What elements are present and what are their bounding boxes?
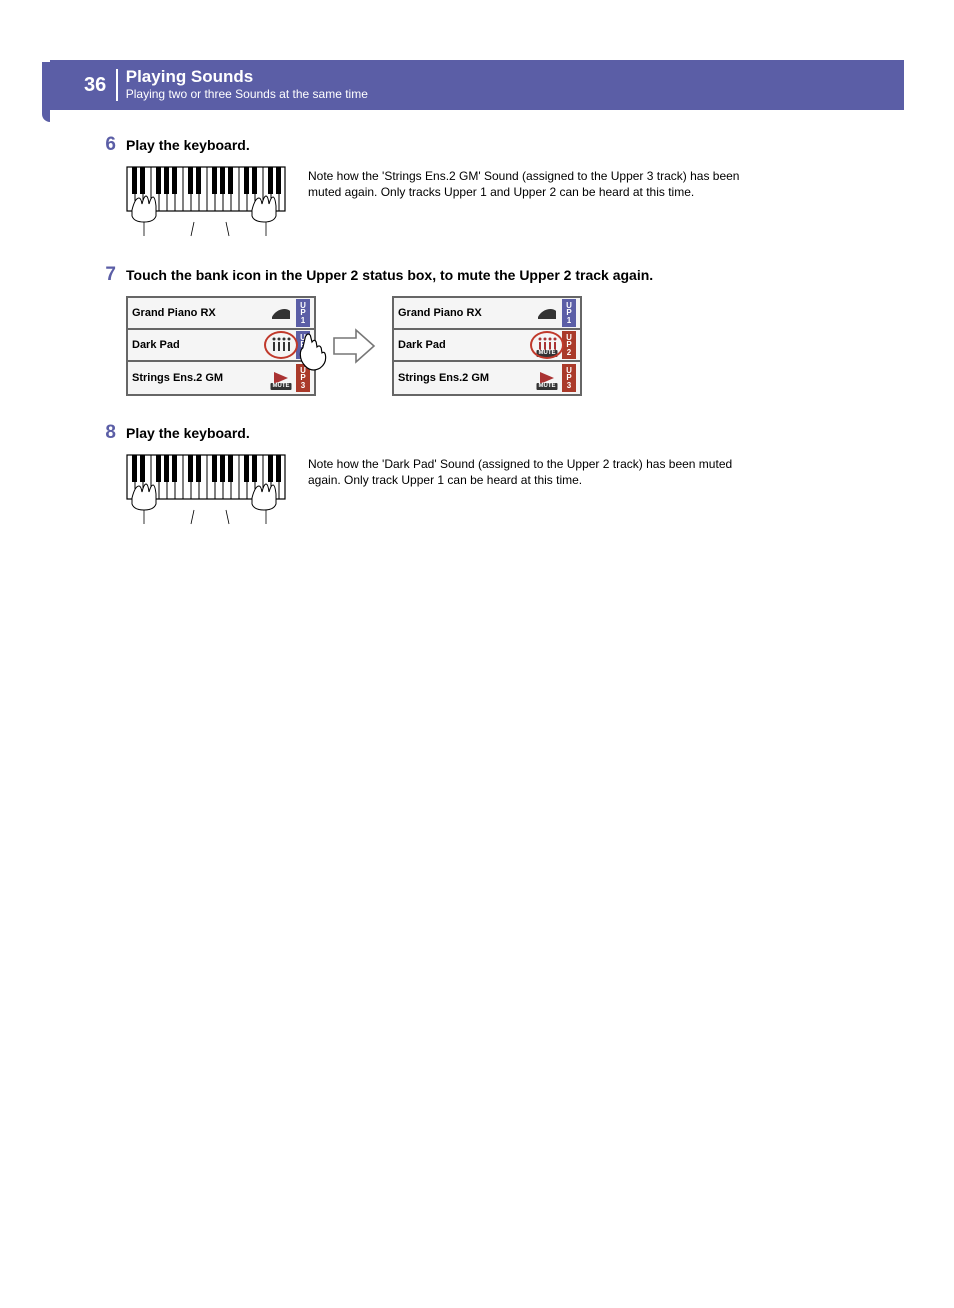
sliders-icon	[268, 334, 294, 356]
step-8: 8 Play the keyboard.	[86, 422, 894, 526]
step-title-6: Play the keyboard.	[126, 137, 250, 153]
status-row-upper3-before[interactable]: Strings Ens.2 GM MUTE UP3	[128, 362, 314, 394]
page-number: 36	[84, 74, 106, 97]
upper-flag: UP2	[562, 331, 576, 359]
status-panel-after: Grand Piano RX UP1 Dark Pad MUTE	[392, 296, 582, 396]
step-6-note: Note how the 'Strings Ens.2 GM' Sound (a…	[308, 168, 768, 200]
step-number-7: 7	[86, 264, 116, 286]
status-row-upper2-before[interactable]: Dark Pad UP2	[128, 330, 314, 362]
header-corner-tab	[42, 62, 50, 122]
mute-badge: MUTE	[537, 383, 558, 390]
status-row-upper2-after[interactable]: Dark Pad MUTE UP2	[394, 330, 580, 362]
step-7: 7 Touch the bank icon in the Upper 2 sta…	[86, 264, 894, 396]
strings-icon: MUTE	[268, 367, 294, 389]
upper-flag: UP3	[562, 364, 576, 392]
piano-icon	[534, 302, 560, 324]
step-title-8: Play the keyboard.	[126, 425, 250, 441]
page-header: 36 Playing Sounds Playing two or three S…	[50, 60, 904, 110]
keyboard-illustration	[126, 454, 286, 526]
row-label: Strings Ens.2 GM	[398, 373, 534, 384]
section-title: Playing Sounds	[126, 68, 368, 87]
sliders-icon: MUTE	[534, 334, 560, 356]
mute-badge: MUTE	[537, 350, 558, 357]
step-8-note: Note how the 'Dark Pad' Sound (assigned …	[308, 456, 768, 488]
piano-icon	[268, 302, 294, 324]
row-label: Dark Pad	[398, 340, 534, 351]
subsection-title: Playing two or three Sounds at the same …	[126, 87, 368, 101]
keyboard-illustration	[126, 166, 286, 238]
upper-flag: UP1	[296, 299, 310, 327]
row-label: Grand Piano RX	[132, 308, 268, 319]
status-panel-before: Grand Piano RX UP1 Dark Pad UP2	[126, 296, 316, 396]
status-row-upper1-before[interactable]: Grand Piano RX UP1	[128, 298, 314, 330]
arrow-right-icon	[332, 326, 376, 366]
status-row-upper1-after[interactable]: Grand Piano RX UP1	[394, 298, 580, 330]
mute-badge: MUTE	[271, 383, 292, 390]
row-label: Grand Piano RX	[398, 308, 534, 319]
upper-flag: UP1	[562, 299, 576, 327]
row-label: Dark Pad	[132, 340, 268, 351]
row-label: Strings Ens.2 GM	[132, 373, 268, 384]
step-title-7: Touch the bank icon in the Upper 2 statu…	[126, 267, 653, 283]
touch-hand-icon	[292, 332, 332, 372]
strings-icon: MUTE	[534, 367, 560, 389]
step-number-8: 8	[86, 422, 116, 444]
content-area: 6 Play the keyboard.	[86, 134, 894, 552]
step-6: 6 Play the keyboard.	[86, 134, 894, 238]
step-number-6: 6	[86, 134, 116, 156]
header-divider	[116, 69, 118, 101]
status-row-upper3-after[interactable]: Strings Ens.2 GM MUTE UP3	[394, 362, 580, 394]
